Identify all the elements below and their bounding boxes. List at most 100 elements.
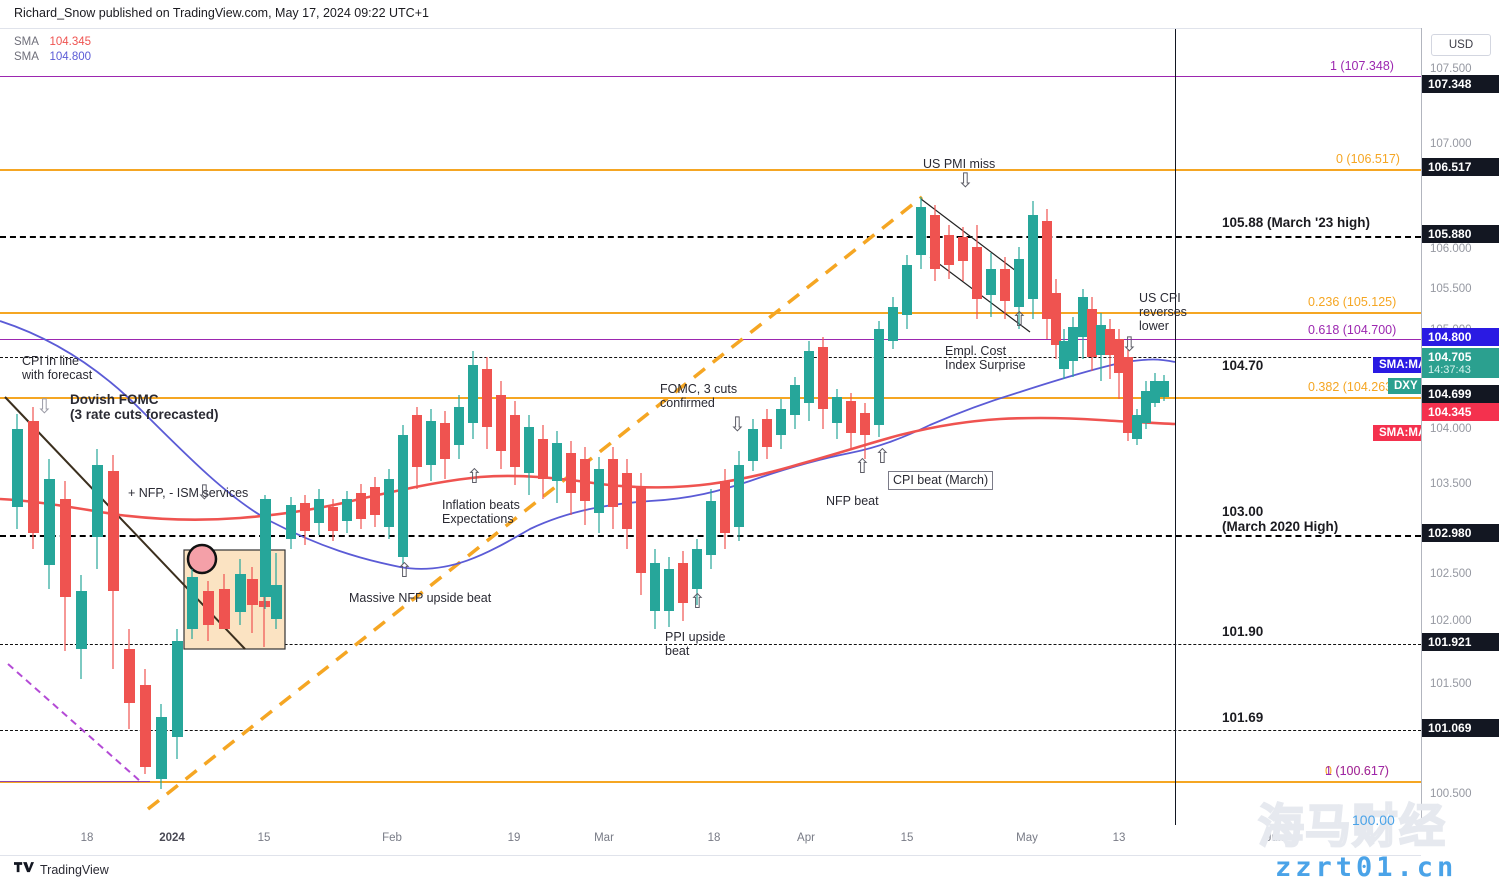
watermark-value: 100.00 bbox=[1352, 812, 1395, 828]
fib-label-0236-105125: 0.236 (105.125) bbox=[1308, 295, 1397, 309]
publication-line: Richard_Snow published on TradingView.co… bbox=[14, 6, 429, 20]
arrow-up-cpi-beat: ⇧ bbox=[874, 446, 891, 468]
time-tick-19-feb: 19 bbox=[507, 832, 521, 844]
arrow-up-nfp-beat: ⇧ bbox=[854, 456, 871, 478]
arrow-down-us-pmi: ⇩ bbox=[957, 170, 974, 192]
annotation-us-pmi-miss: US PMI miss bbox=[923, 157, 996, 171]
time-tick-15-apr: 15 bbox=[900, 832, 914, 844]
price-pill-104699: 104.699 bbox=[1422, 385, 1499, 403]
annotation-us-cpi-1: US CPI bbox=[1139, 291, 1181, 305]
arrow-down-us-cpi: ⇩ bbox=[1121, 334, 1138, 356]
fib-label-1-100617: 1 (100.617) bbox=[1325, 764, 1389, 778]
arrow-up-ppi: ⇧ bbox=[689, 591, 706, 613]
fib-label-0-106517: 0 (106.517) bbox=[1336, 152, 1400, 166]
time-tick-may: May bbox=[1016, 832, 1038, 844]
price-tick-102000: 102.000 bbox=[1430, 615, 1472, 627]
annotation-cpi-beat-march: CPI beat (March) bbox=[888, 471, 994, 490]
arrow-up-empl-cost: ⇧ bbox=[1011, 309, 1028, 331]
footer-brand: TradingView bbox=[14, 862, 109, 878]
tradingview-brand-label: TradingView bbox=[40, 863, 109, 877]
level-note-10169: 101.69 bbox=[1222, 710, 1264, 725]
level-line-103-00 bbox=[0, 535, 1421, 537]
level-note-march-2020-high: (March 2020 High) bbox=[1222, 519, 1339, 534]
annotation-cpi-in-line-2: with forecast bbox=[22, 368, 93, 382]
price-pill-105880: 105.880 bbox=[1422, 225, 1499, 243]
annotation-us-cpi-2: reverses bbox=[1139, 305, 1187, 319]
level-line-105-880 bbox=[0, 236, 1421, 238]
chart-plot-inner: SMA 104.345 SMA 104.800 bbox=[0, 29, 1421, 826]
annotation-empl-cost-2: Index Surprise bbox=[945, 358, 1026, 372]
price-pill-104705: 104.705 14:37:43 bbox=[1422, 348, 1499, 378]
time-tick-apr: Apr bbox=[797, 832, 815, 844]
price-tick-100500: 100.500 bbox=[1430, 788, 1472, 800]
time-tick-mar: Mar bbox=[594, 832, 614, 844]
time-tick-18-dec: 18 bbox=[80, 832, 94, 844]
fib-label-0618-104700: 0.618 (104.700) bbox=[1308, 323, 1397, 337]
level-line-101-69 bbox=[0, 730, 1421, 731]
time-tick-13-may: 13 bbox=[1112, 832, 1126, 844]
price-tick-105500: 105.500 bbox=[1430, 283, 1472, 295]
price-pill-107348: 107.348 bbox=[1422, 75, 1499, 93]
price-tick-106000: 106.000 bbox=[1430, 243, 1472, 255]
annotation-empl-cost-1: Empl. Cost bbox=[945, 344, 1007, 358]
level-line-104-700-fib bbox=[0, 339, 1421, 340]
annotation-fomc3-2: confirmed bbox=[660, 396, 715, 410]
price-tick-102500: 102.500 bbox=[1430, 568, 1472, 580]
annotation-dovish-fomc-2: (3 rate cuts forecasted) bbox=[70, 407, 219, 422]
level-line-100-617 bbox=[0, 781, 1421, 783]
fib-label-0-100617: 0 (100.617) bbox=[1325, 764, 1389, 778]
legend-row-sma-fast: SMA 104.345 bbox=[14, 35, 91, 50]
legend-value-sma-slow: 104.800 bbox=[49, 51, 92, 63]
fib-label-0382-104263: 0.382 (104.263) bbox=[1308, 380, 1397, 394]
time-tick-2024: 2024 bbox=[159, 832, 185, 844]
crosshair-vertical bbox=[1175, 29, 1176, 826]
price-pill-104705-value: 104.705 bbox=[1428, 350, 1472, 364]
arrow-down-fomc3: ⇩ bbox=[729, 414, 746, 436]
watermark-chinese: 海马财经 bbox=[1257, 799, 1446, 853]
level-line-100-617-purple bbox=[0, 781, 150, 782]
price-pill-101921: 101.921 bbox=[1422, 633, 1499, 651]
price-pill-104800: 104.800 bbox=[1422, 328, 1499, 346]
level-line-104-70 bbox=[0, 357, 1421, 358]
indicator-legend: SMA 104.345 SMA 104.800 bbox=[14, 35, 91, 65]
legend-value-sma-fast: 104.345 bbox=[49, 36, 92, 48]
annotation-inflation-beats-2: Expectations bbox=[442, 512, 514, 526]
annotation-ppi-2: beat bbox=[665, 644, 690, 658]
annotation-massive-nfp: Massive NFP upside beat bbox=[349, 591, 492, 605]
annotation-ppi-1: PPI upside bbox=[665, 630, 726, 644]
price-pill-106517: 106.517 bbox=[1422, 158, 1499, 176]
annotation-inflation-beats-1: Inflation beats bbox=[442, 498, 520, 512]
level-line-105-125 bbox=[0, 312, 1421, 314]
price-tick-107500: 107.500 bbox=[1430, 63, 1472, 75]
time-tick-feb: Feb bbox=[382, 832, 402, 844]
price-tick-103500: 103.500 bbox=[1430, 478, 1472, 490]
level-note-10588: 105.88 (March '23 high) bbox=[1222, 215, 1371, 230]
chart-tag-sma-ma-slow: SMA:MA bbox=[1373, 357, 1421, 373]
price-pill-104345: 104.345 bbox=[1422, 403, 1499, 421]
chart-plot-area[interactable]: SMA 104.345 SMA 104.800 bbox=[0, 28, 1421, 827]
price-pill-104705-time: 14:37:43 bbox=[1428, 364, 1471, 376]
annotation-nfp-ism: + NFP, - ISM services bbox=[128, 486, 249, 500]
price-pill-101069: 101.069 bbox=[1422, 719, 1499, 737]
arrow-down-cpi-in-line: ⇩ bbox=[36, 396, 53, 418]
watermark-site: zzrt01.cn bbox=[1275, 852, 1458, 883]
price-tick-104000: 104.000 bbox=[1430, 423, 1472, 435]
level-note-10470: 104.70 bbox=[1222, 358, 1264, 373]
consolidation-box bbox=[183, 549, 286, 650]
time-tick-jun: Jun bbox=[1265, 832, 1285, 844]
arrow-up-massive-nfp: ⇧ bbox=[396, 560, 413, 582]
legend-label-sma-slow: SMA bbox=[14, 51, 39, 63]
annotation-nfp-beat: NFP beat bbox=[826, 494, 879, 508]
time-axis[interactable]: 18 2024 15 Feb 19 Mar 18 Apr 15 May 13 J… bbox=[0, 825, 1421, 856]
currency-button[interactable]: USD bbox=[1431, 34, 1491, 56]
chart-tag-dxy: DXY bbox=[1388, 378, 1421, 394]
tradingview-logo-icon bbox=[14, 862, 34, 878]
legend-row-sma-slow: SMA 104.800 bbox=[14, 50, 91, 65]
price-axis[interactable]: USD 107.500 107.000 106.000 105.500 105.… bbox=[1421, 28, 1499, 825]
price-tick-107000: 107.000 bbox=[1430, 138, 1472, 150]
legend-label-sma-fast: SMA bbox=[14, 36, 39, 48]
level-line-106-517 bbox=[0, 169, 1421, 171]
annotation-fomc3-1: FOMC, 3 cuts bbox=[660, 382, 738, 396]
level-note-10190: 101.90 bbox=[1222, 624, 1264, 639]
